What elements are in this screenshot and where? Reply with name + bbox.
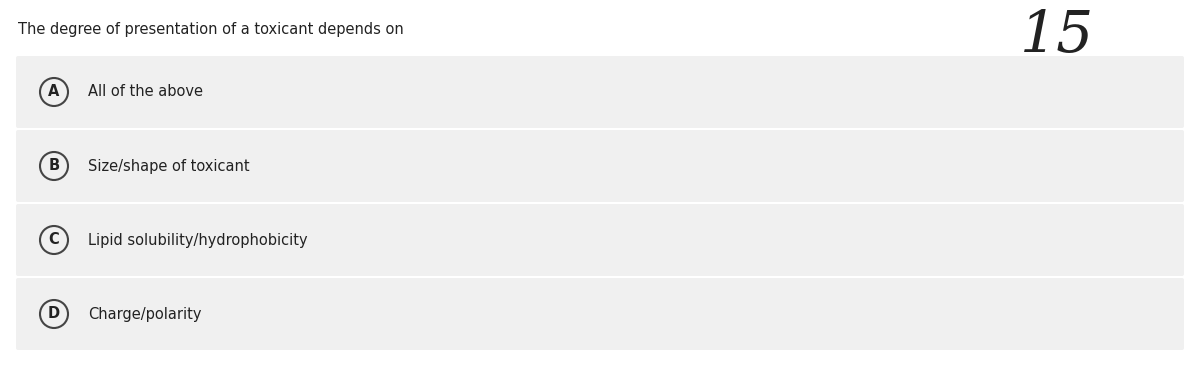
FancyBboxPatch shape bbox=[16, 130, 1184, 202]
Text: C: C bbox=[49, 233, 59, 247]
Text: A: A bbox=[48, 84, 60, 99]
FancyBboxPatch shape bbox=[16, 278, 1184, 350]
Text: B: B bbox=[48, 159, 60, 174]
Text: D: D bbox=[48, 306, 60, 321]
FancyBboxPatch shape bbox=[16, 204, 1184, 276]
FancyBboxPatch shape bbox=[16, 56, 1184, 128]
Text: All of the above: All of the above bbox=[88, 84, 203, 99]
Text: Lipid solubility/hydrophobicity: Lipid solubility/hydrophobicity bbox=[88, 233, 307, 247]
Text: The degree of presentation of a toxicant depends on: The degree of presentation of a toxicant… bbox=[18, 22, 403, 37]
Text: Size/shape of toxicant: Size/shape of toxicant bbox=[88, 159, 250, 174]
Text: 15: 15 bbox=[1020, 8, 1094, 65]
Text: Charge/polarity: Charge/polarity bbox=[88, 306, 202, 321]
